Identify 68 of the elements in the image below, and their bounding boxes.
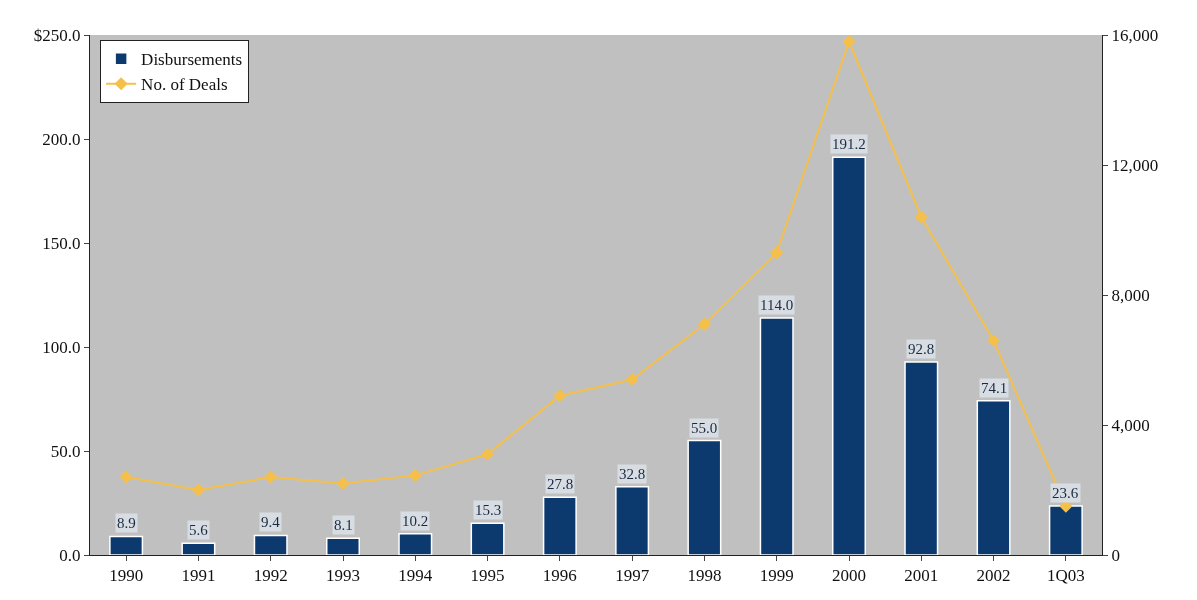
data-label: 10.2 xyxy=(402,513,429,529)
point xyxy=(697,317,711,331)
y2-tick-label: 8,000 xyxy=(1111,285,1150,305)
data-label: 8.1 xyxy=(334,517,353,533)
x-tick-label: 2001 xyxy=(904,566,939,586)
data-label: 74.1 xyxy=(981,380,1008,396)
x-tick-label: 1Q03 xyxy=(1046,566,1085,586)
bar xyxy=(976,400,1011,555)
bar xyxy=(109,535,144,555)
x-tick-label: 2002 xyxy=(976,566,1011,586)
data-label: 92.8 xyxy=(908,341,935,357)
bar xyxy=(759,317,794,555)
point xyxy=(914,210,928,224)
data-label: 9.4 xyxy=(261,514,281,530)
bar xyxy=(181,542,216,555)
y-tick-label: $250.0 xyxy=(33,25,81,45)
bar xyxy=(687,439,722,555)
y-tick-label: 50.0 xyxy=(50,441,81,461)
data-label: 27.8 xyxy=(547,476,574,492)
x-tick-label: 2000 xyxy=(832,566,866,586)
data-label: 32.8 xyxy=(619,466,646,482)
x-tick-label: 1994 xyxy=(398,566,433,586)
y-tick-label: 0.0 xyxy=(59,545,81,565)
point xyxy=(625,373,639,386)
bar xyxy=(470,522,505,555)
data-label: 55.0 xyxy=(691,420,718,436)
bar xyxy=(831,156,867,555)
point xyxy=(770,246,784,260)
y2-tick-label: 16,000 xyxy=(1111,25,1159,45)
y-tick-label: 150.0 xyxy=(42,233,81,253)
x-tick-label: 1999 xyxy=(759,566,794,586)
x-tick-label: 1993 xyxy=(326,566,360,586)
bar xyxy=(253,534,288,555)
point xyxy=(336,477,350,490)
bar xyxy=(1048,505,1083,555)
bar xyxy=(325,537,361,555)
x-tick-label: 1990 xyxy=(109,566,144,586)
data-label: 5.6 xyxy=(189,522,209,538)
data-label: 191.2 xyxy=(832,136,866,152)
x-tick-label: 1996 xyxy=(542,566,577,586)
bar xyxy=(904,361,939,555)
point xyxy=(481,447,495,461)
point xyxy=(191,483,205,497)
point xyxy=(264,470,278,484)
point xyxy=(119,470,133,484)
y2-tick-label: 12,000 xyxy=(1111,155,1159,175)
data-label: 114.0 xyxy=(760,297,794,313)
x-tick-label: 1998 xyxy=(687,566,722,586)
x-tick-label: 1997 xyxy=(615,566,650,586)
y2-tick-label: 4,000 xyxy=(1111,415,1150,435)
legend-label: Disbursements xyxy=(141,50,243,70)
data-label: 8.9 xyxy=(117,515,136,531)
x-tick-label: 1991 xyxy=(181,566,216,586)
data-label: 23.6 xyxy=(1052,485,1079,501)
data-label: 15.3 xyxy=(475,502,502,518)
x-tick-label: 1992 xyxy=(253,566,288,586)
bar xyxy=(542,496,577,555)
point xyxy=(408,468,422,482)
y2-tick-label: 0 xyxy=(1111,545,1120,565)
point xyxy=(987,334,1001,347)
legend-label: No. of Deals xyxy=(141,75,228,95)
x-tick-label: 1995 xyxy=(470,566,505,586)
y-tick-label: 100.0 xyxy=(42,337,81,357)
bar xyxy=(398,533,433,555)
point xyxy=(553,389,567,403)
bar xyxy=(615,486,650,555)
y-tick-label: 200.0 xyxy=(42,129,81,149)
point xyxy=(842,35,856,48)
